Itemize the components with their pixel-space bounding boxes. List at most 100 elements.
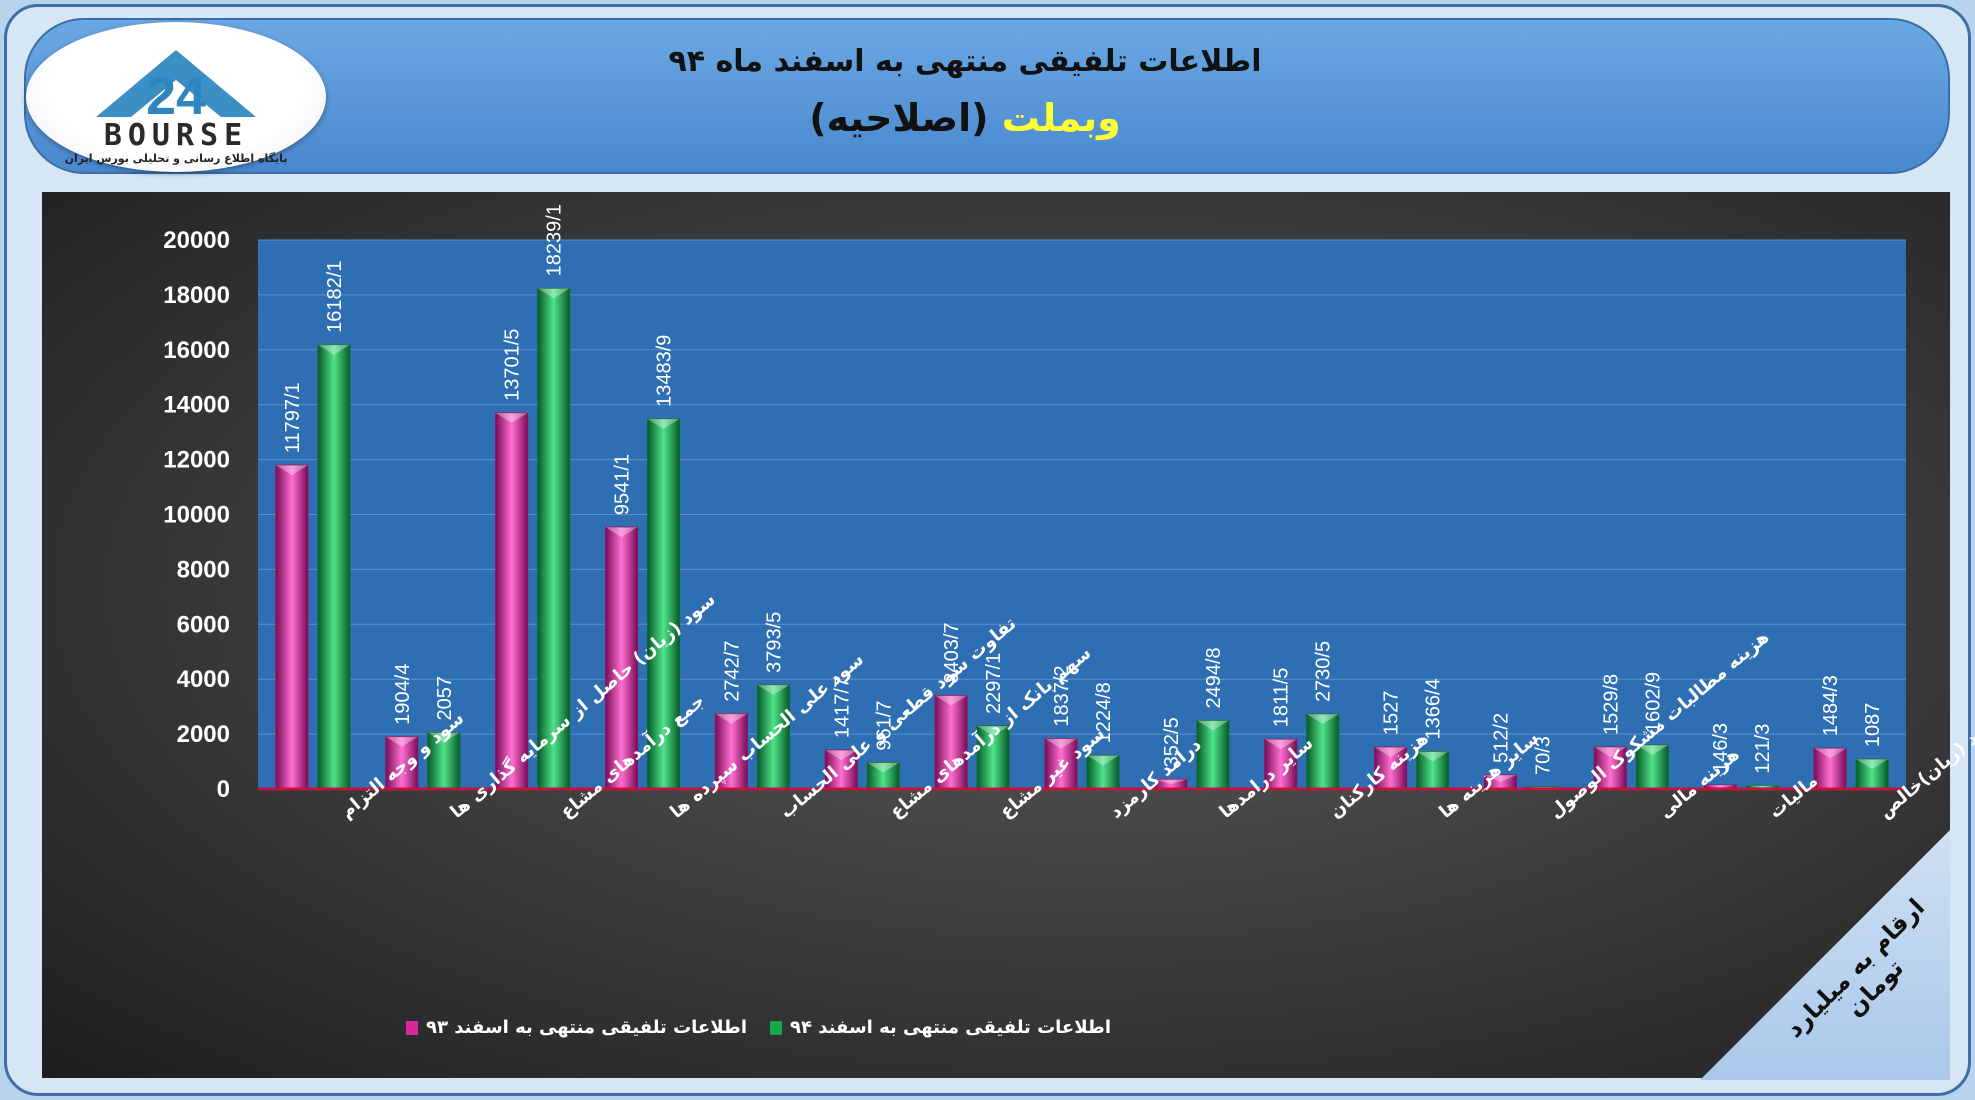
y-tick-label: 0	[217, 776, 230, 803]
bar-93	[1813, 747, 1847, 790]
bar-bevel	[317, 344, 350, 355]
bar-93	[1044, 738, 1078, 790]
bar-bevel	[385, 736, 418, 747]
bar-bevel	[715, 713, 748, 724]
y-tick-label: 4000	[177, 666, 230, 693]
bar-bevel	[1045, 738, 1077, 749]
data-label: 3793/5	[763, 612, 785, 673]
bar-bevel	[647, 418, 680, 429]
bar-93	[385, 736, 419, 790]
bar-bevel	[1306, 714, 1339, 725]
data-label: 2494/8	[1203, 647, 1225, 708]
chart-subtitle: وبملت (اصلاحیه)	[640, 96, 1290, 140]
data-label: 121/3	[1752, 724, 1774, 774]
bar-bevel	[977, 725, 1010, 736]
data-label: 16182/1	[324, 261, 346, 333]
bar-94	[1855, 758, 1889, 790]
y-tick-label: 6000	[177, 611, 230, 638]
logo-emblem: 24	[96, 50, 256, 126]
bar-bevel	[1416, 751, 1449, 762]
bar-94	[976, 725, 1010, 790]
title-banner	[24, 18, 1950, 174]
data-label: 1837/2	[1051, 665, 1073, 726]
legend-swatch-94	[770, 1021, 782, 1035]
data-label: 1811/5	[1271, 668, 1293, 728]
bar-94	[1635, 744, 1669, 790]
bar-bevel	[1374, 747, 1407, 758]
y-tick-label: 8000	[177, 556, 230, 583]
data-label: 2057	[434, 676, 456, 721]
data-label: 1366/4	[1423, 678, 1445, 739]
bar-94	[427, 732, 461, 790]
bar-93	[714, 713, 748, 790]
logo-word: BOURSE	[103, 118, 249, 153]
chart-title: اطلاعات تلفیقی منتهی به اسفند ماه ۹۴	[668, 44, 1262, 79]
bar-bevel	[1704, 784, 1737, 787]
data-label: 961/7	[873, 701, 895, 751]
y-tick-label: 14000	[163, 392, 230, 419]
bar-94	[1416, 750, 1450, 790]
bar-bevel	[1594, 747, 1627, 758]
data-label: 146/3	[1710, 723, 1732, 773]
bar-bevel	[1746, 785, 1779, 788]
bar-94	[647, 418, 681, 790]
logo-number: 24	[146, 66, 206, 126]
data-label: 1224/8	[1093, 682, 1115, 743]
bar-bevel	[1814, 748, 1847, 759]
legend-label-94: اطلاعات تلفیقی منتهی به اسفند ۹۴	[790, 1017, 1112, 1038]
logo-subtitle: پایگاه اطلاع رسانی و تحلیلی بورس ایران	[64, 152, 288, 165]
bar-bevel	[427, 732, 460, 743]
data-label: 11797/1	[282, 382, 304, 453]
bar-bevel	[1154, 779, 1187, 785]
bar-bevel	[275, 465, 308, 476]
bar-bevel	[935, 695, 968, 706]
y-tick-label: 18000	[163, 282, 230, 309]
bar-bevel	[1856, 759, 1889, 770]
data-label: 1529/8	[1600, 674, 1622, 735]
bar-93	[1264, 738, 1298, 790]
data-label: 1602/9	[1642, 672, 1664, 733]
y-tick-label: 2000	[177, 721, 230, 748]
bar-bevel	[757, 684, 790, 695]
data-label: 1484/3	[1820, 675, 1842, 736]
y-tick-label: 10000	[163, 502, 230, 529]
bar-bevel	[495, 412, 528, 423]
symbol-note: (اصلاحیه)	[809, 96, 989, 140]
data-label: 9541/1	[612, 454, 634, 515]
y-tick-label: 16000	[163, 337, 230, 364]
bar-94	[537, 287, 571, 790]
bar-93	[934, 695, 968, 790]
bar-94	[317, 344, 351, 790]
legend-label-93: اطلاعات تلفیقی منتهی به اسفند ۹۳	[426, 1017, 748, 1038]
data-label: 1087	[1862, 703, 1884, 748]
bar-94	[1196, 720, 1230, 790]
data-label: 1527	[1381, 691, 1403, 736]
bar-bevel	[605, 527, 638, 538]
data-label: 3403/7	[941, 622, 963, 683]
bar-bevel	[1196, 720, 1229, 731]
y-tick-label: 20000	[163, 227, 230, 254]
symbol-name: وبملت	[1001, 96, 1121, 140]
bar-bevel	[1636, 745, 1669, 756]
data-label: 352/5	[1161, 717, 1183, 767]
bar-bevel	[825, 750, 858, 761]
data-label: 2742/7	[721, 641, 743, 702]
bar-93	[1593, 746, 1627, 790]
bar-93	[275, 464, 309, 790]
y-tick-label: 12000	[163, 447, 230, 474]
bar-93	[605, 526, 639, 790]
data-label: 512/2	[1490, 713, 1512, 763]
data-label: 13701/5	[502, 329, 524, 401]
bourse24-logo: 24 BOURSE پایگاه اطلاع رسانی و تحلیلی بو…	[26, 22, 326, 172]
bar-bevel	[537, 288, 570, 299]
data-label: 1904/4	[392, 664, 414, 725]
data-label: 13483/9	[654, 335, 676, 407]
data-label: 70/3	[1532, 736, 1554, 775]
data-label: 2297/1	[983, 653, 1005, 714]
data-label: 18239/1	[544, 204, 566, 276]
data-label: 2730/5	[1313, 641, 1335, 702]
bar-94	[1306, 713, 1340, 790]
bar-93	[495, 412, 529, 790]
bar-bevel	[1087, 755, 1119, 766]
